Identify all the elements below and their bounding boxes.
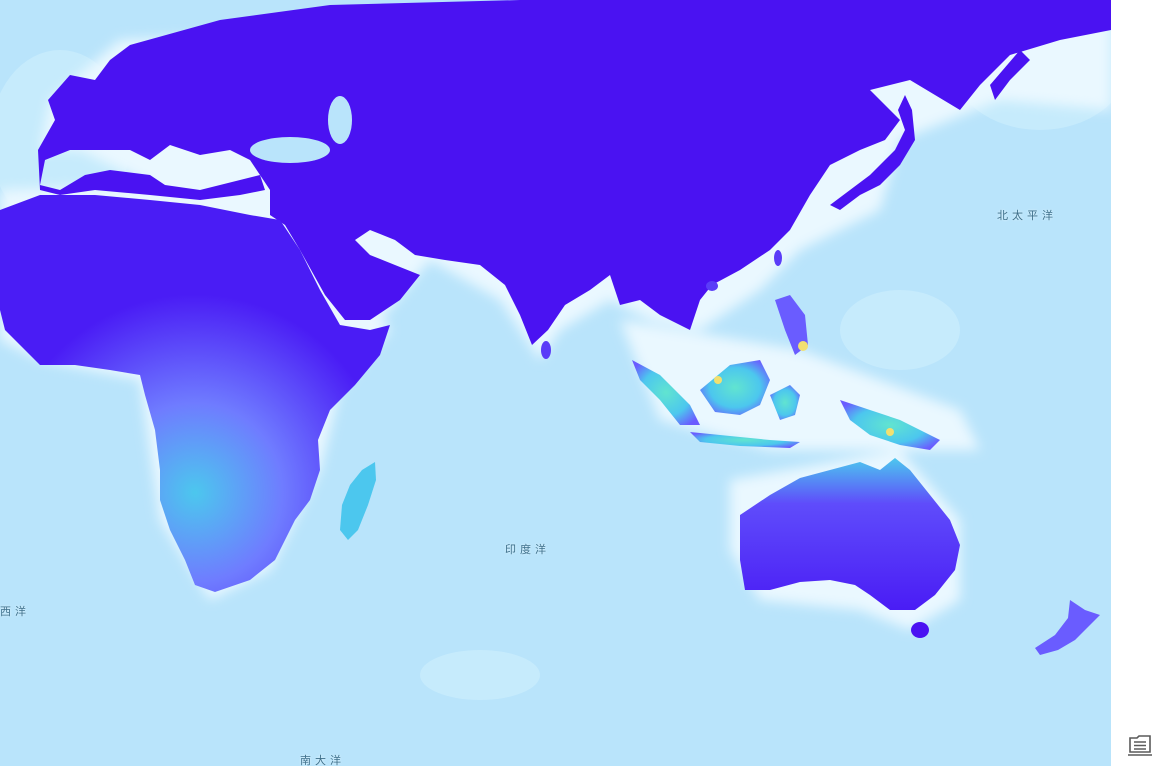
ocean-label-atlantic-partial: 西洋 (0, 605, 30, 618)
eurasia-landmass (38, 0, 1111, 345)
japan (830, 95, 915, 210)
map-canvas[interactable] (0, 0, 1111, 766)
ocean-label-southern-ocean: 南大洋 (300, 754, 345, 766)
indonesia-archipelago (632, 295, 940, 450)
map-svg (0, 0, 1111, 700)
ocean-label-indian-ocean: 印度洋 (505, 543, 550, 556)
right-side-panel (1111, 0, 1162, 766)
australia-landmass (740, 458, 960, 610)
africa-landmass (0, 195, 390, 592)
new-zealand (1035, 600, 1100, 655)
layers-list-icon (1127, 733, 1153, 757)
ocean-label-north-pacific: 北太平洋 (997, 209, 1057, 222)
madagascar (340, 462, 376, 540)
layers-list-button[interactable] (1126, 732, 1154, 758)
